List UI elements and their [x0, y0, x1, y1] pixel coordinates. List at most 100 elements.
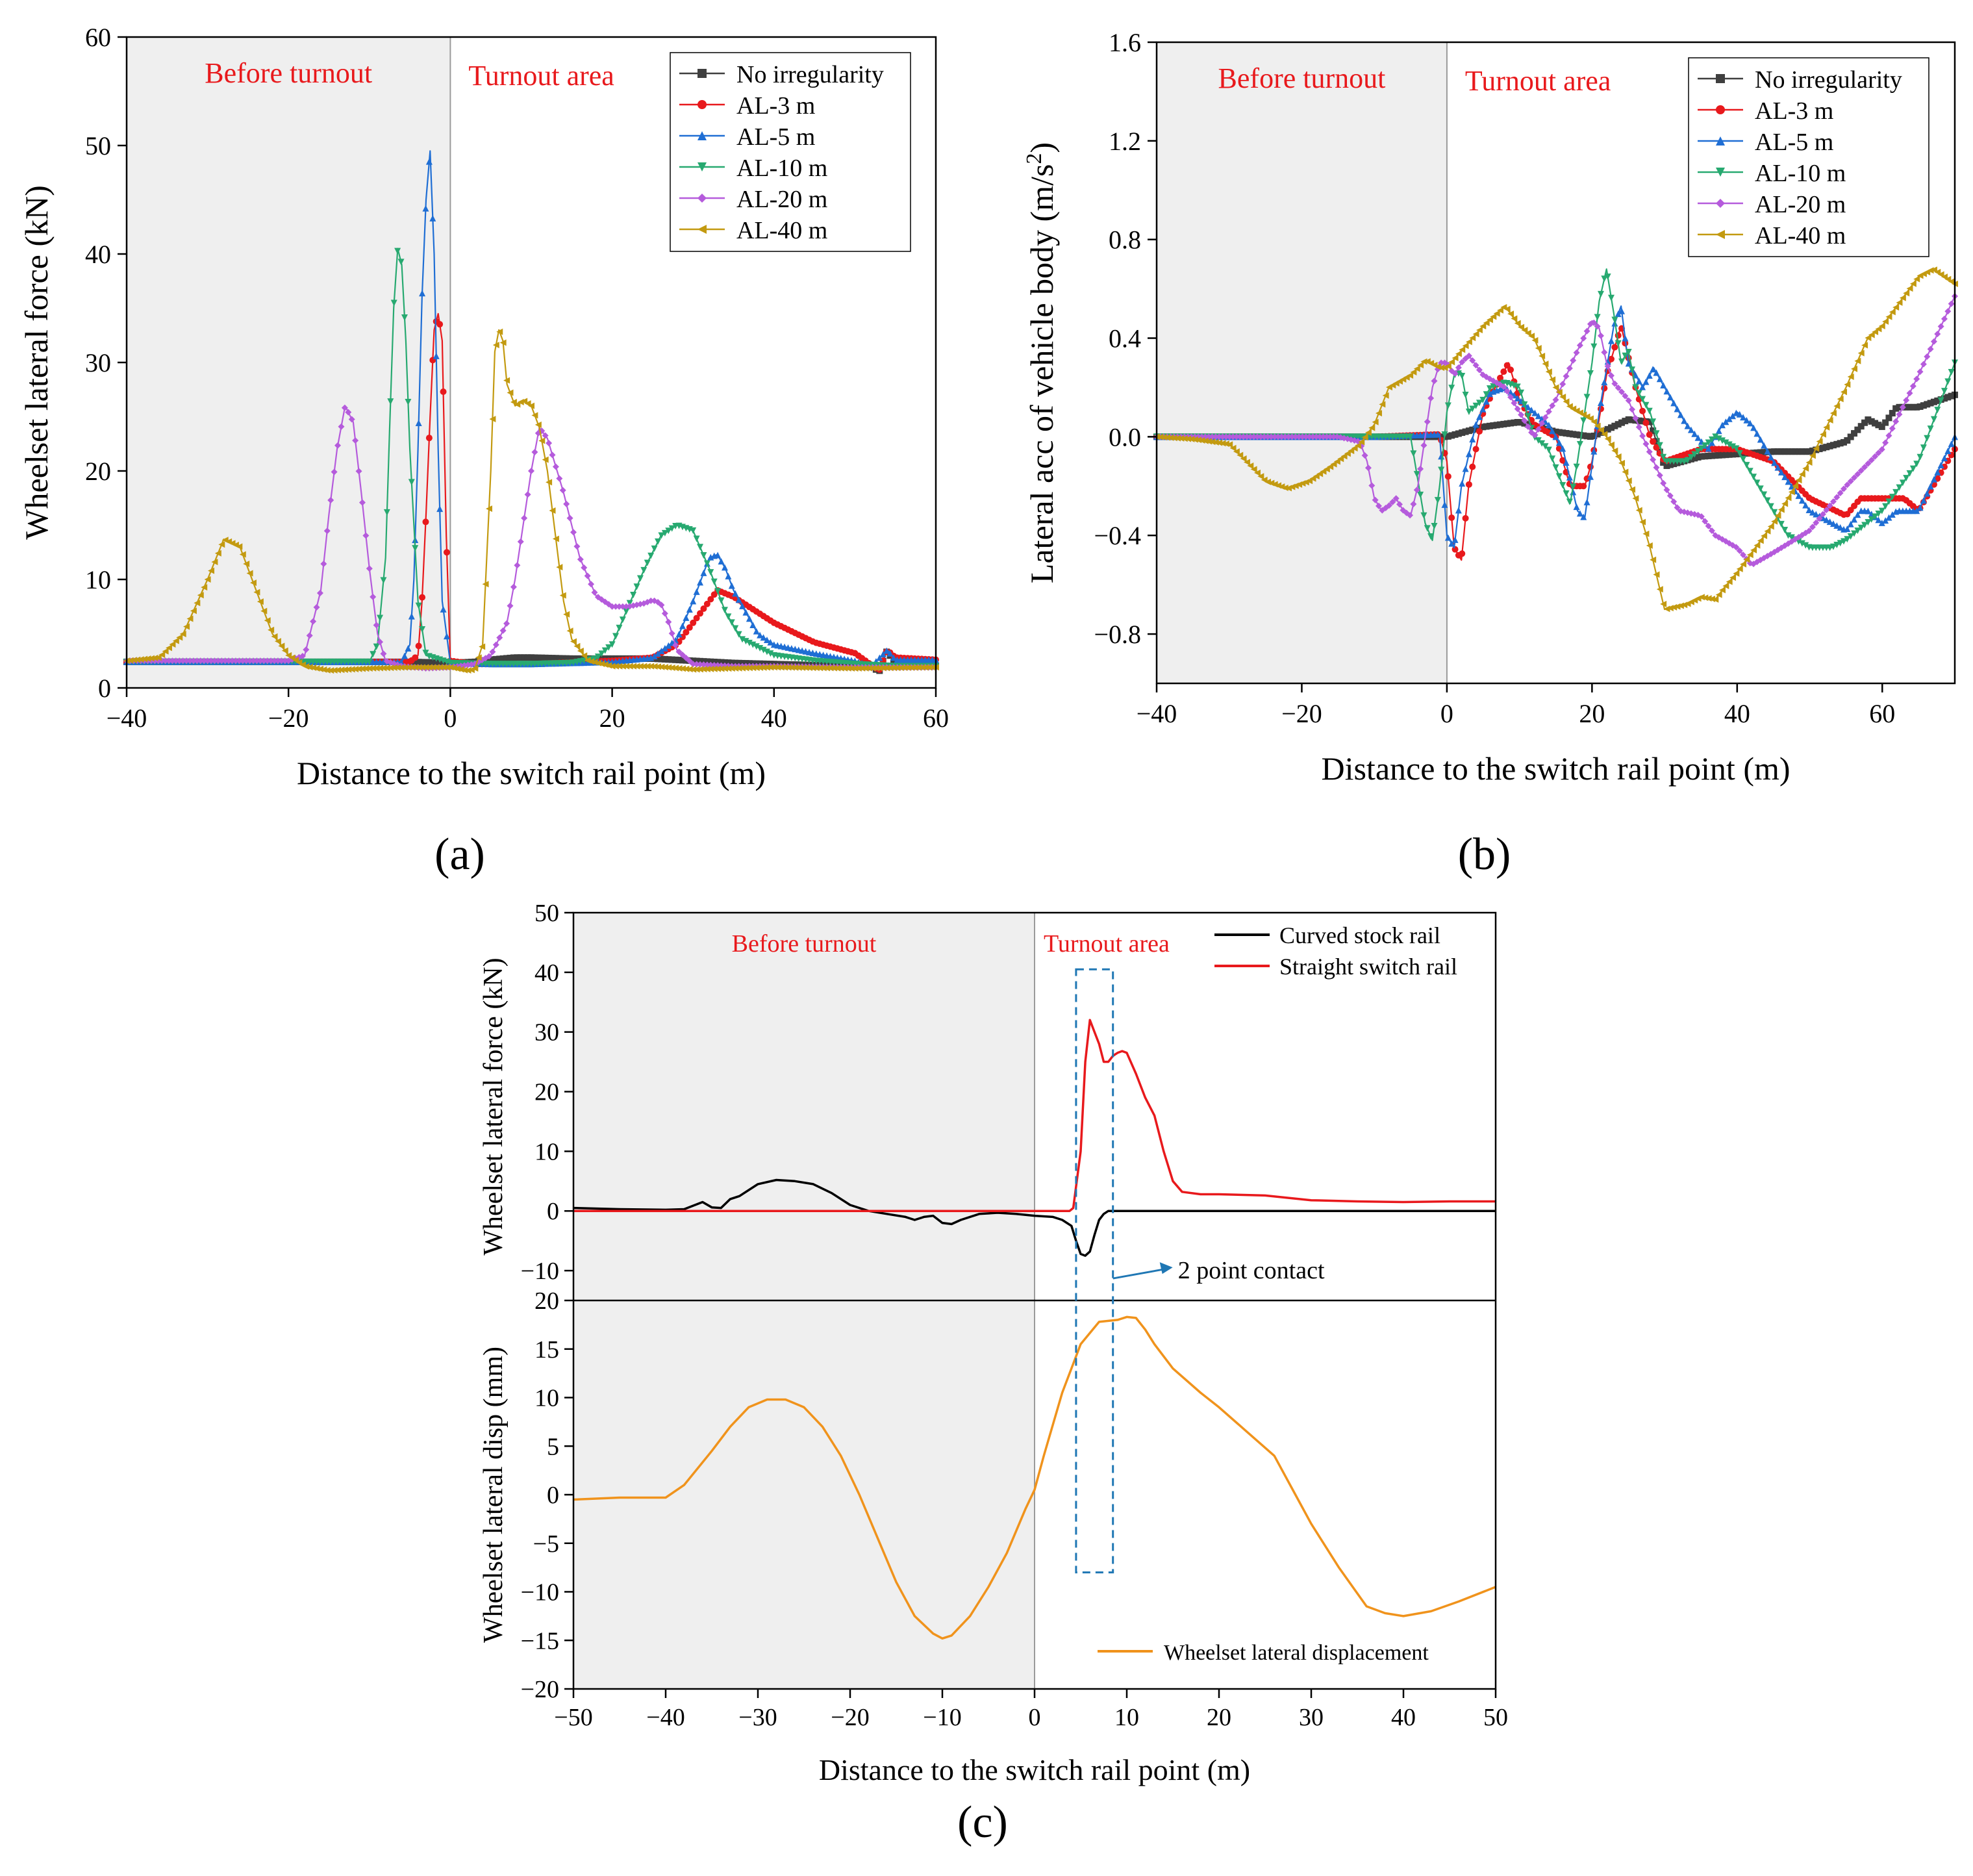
series-marker — [1653, 438, 1660, 445]
series-marker — [630, 591, 637, 598]
series-marker — [316, 665, 323, 672]
series-marker — [499, 627, 507, 634]
series-marker — [661, 655, 668, 663]
series-marker — [1892, 488, 1900, 496]
series-marker — [366, 665, 373, 672]
series-marker — [1514, 394, 1521, 401]
series-marker — [334, 442, 342, 449]
series-marker — [380, 650, 387, 657]
series-marker — [147, 655, 155, 662]
series-marker — [710, 578, 718, 585]
series-marker — [690, 527, 697, 534]
series-marker — [1170, 435, 1177, 442]
series-marker — [1837, 440, 1844, 447]
series-marker — [1889, 410, 1896, 417]
series-marker — [1212, 433, 1219, 440]
series-marker — [573, 642, 581, 650]
series-marker — [1313, 433, 1320, 440]
series-marker — [1809, 509, 1816, 516]
chart-c: −50 −40 −30 −20 −10 0 10 20 30 40 50−1001020304050… — [479, 900, 1508, 1847]
series-marker — [274, 657, 281, 665]
series-marker — [1590, 319, 1598, 326]
series-marker — [1684, 457, 1691, 464]
series-marker — [563, 611, 570, 618]
series-marker — [1882, 439, 1889, 446]
legend-label: AL-20 m — [1755, 191, 1846, 218]
series-marker — [672, 656, 679, 663]
series-marker — [1885, 414, 1892, 422]
series-marker — [489, 648, 496, 655]
series-marker — [588, 581, 595, 588]
series-marker — [1885, 514, 1892, 521]
series-marker — [725, 572, 732, 579]
x-tick-label: 50 — [1483, 1704, 1508, 1731]
series-marker — [397, 259, 405, 266]
series-marker — [1448, 385, 1455, 392]
series-marker — [1802, 465, 1809, 472]
legend-item: AL-10 m — [1698, 160, 1846, 187]
series-marker — [1465, 427, 1472, 435]
series-marker — [1837, 540, 1844, 547]
series-marker — [1451, 536, 1459, 543]
series-marker — [1573, 431, 1580, 438]
series-marker — [630, 663, 637, 670]
series-marker — [323, 666, 331, 674]
series-marker — [609, 663, 616, 670]
series-marker — [1934, 397, 1941, 404]
series-marker — [405, 664, 412, 671]
series-marker — [1878, 519, 1885, 526]
series-marker — [1781, 500, 1789, 507]
series-marker — [1164, 434, 1171, 441]
series-marker — [1885, 313, 1892, 320]
series-marker — [897, 664, 904, 671]
series-marker — [1368, 424, 1376, 431]
series-marker — [1615, 421, 1622, 428]
series-marker — [436, 321, 444, 328]
series-marker — [1906, 390, 1913, 397]
series-marker — [1490, 383, 1497, 390]
series-marker — [668, 656, 675, 663]
series-marker — [1795, 448, 1802, 455]
series-marker — [1937, 271, 1944, 278]
series-marker — [1635, 390, 1642, 397]
series-marker — [524, 491, 531, 498]
series-marker — [1833, 440, 1841, 448]
series-marker — [1854, 426, 1861, 433]
series-marker — [1729, 574, 1737, 581]
legend-label: No irregularity — [1755, 66, 1902, 94]
series-marker — [1861, 419, 1868, 426]
series-marker — [816, 665, 823, 672]
series-marker — [714, 588, 722, 595]
series-marker — [464, 666, 471, 674]
series-marker — [879, 651, 886, 658]
series-marker — [1788, 488, 1795, 496]
series-marker — [1771, 448, 1778, 455]
series-marker — [528, 468, 534, 474]
legend-bottom: Wheelset lateral displacement — [1098, 1641, 1429, 1665]
series-marker — [1514, 320, 1521, 327]
series-marker — [1930, 338, 1937, 345]
series-marker — [1483, 398, 1490, 405]
series-marker — [1337, 455, 1344, 463]
series-marker — [1524, 423, 1531, 430]
series-marker — [1854, 470, 1861, 477]
x-tick-label: 20 — [1579, 699, 1605, 728]
series-marker — [1545, 368, 1552, 375]
series-marker — [591, 589, 598, 596]
series-marker — [1462, 392, 1469, 399]
series-marker — [714, 665, 722, 672]
series-marker — [236, 657, 243, 665]
series-marker — [496, 655, 503, 663]
y-tick-label-top: 0 — [547, 1198, 559, 1225]
series-marker — [162, 648, 169, 655]
series-marker — [665, 618, 672, 626]
series-marker — [700, 605, 707, 613]
x-tick-label: 40 — [1724, 699, 1750, 728]
series-marker — [1570, 357, 1577, 364]
series-marker — [1781, 526, 1789, 533]
series-marker — [1528, 333, 1535, 340]
series-marker — [412, 664, 419, 671]
series-marker — [1316, 433, 1324, 440]
y-tick-label: 0.0 — [1109, 422, 1141, 451]
series-marker — [1615, 340, 1622, 347]
